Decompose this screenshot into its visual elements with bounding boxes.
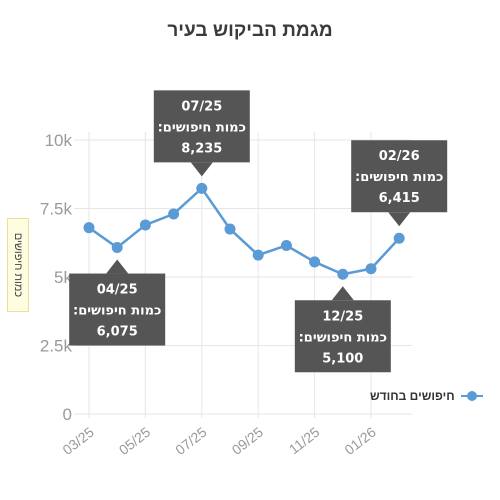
tooltip-date: 04/25 xyxy=(97,283,138,298)
data-point[interactable] xyxy=(337,268,349,280)
y-tick-label: 5k xyxy=(54,268,72,287)
x-tick-label: 11/25 xyxy=(286,424,323,458)
y-tick-label: 7.5k xyxy=(40,200,73,219)
tooltip-value: 5,100 xyxy=(322,351,363,366)
data-point[interactable] xyxy=(224,223,236,235)
tooltip-callout: 07/25 כמות חיפושים: 8,235 xyxy=(153,90,250,177)
x-tick-label: 05/25 xyxy=(116,424,154,458)
point-layer xyxy=(83,182,405,280)
data-point[interactable] xyxy=(168,208,180,220)
data-point[interactable] xyxy=(111,242,123,254)
tooltip-arrow xyxy=(388,212,411,227)
tooltip-label: כמות חיפושים: xyxy=(73,304,161,319)
tooltip-value: 8,235 xyxy=(181,141,222,156)
tooltip-arrow xyxy=(190,162,213,177)
data-point[interactable] xyxy=(309,256,321,268)
data-point[interactable] xyxy=(252,249,264,261)
tooltip-label: כמות חיפושים: xyxy=(158,120,246,135)
tooltip-value: 6,415 xyxy=(379,191,420,206)
tooltip-value: 6,075 xyxy=(97,325,138,340)
legend-swatch xyxy=(460,390,483,402)
tooltip-callout: 12/25 כמות חיפושים: 5,100 xyxy=(294,286,391,373)
y-tick-label: 2.5k xyxy=(40,337,73,356)
tooltip-callout: 02/26 כמות חיפושים: 6,415 xyxy=(351,140,448,227)
data-point[interactable] xyxy=(139,219,151,231)
tooltip-arrow xyxy=(331,286,354,301)
tooltip-box xyxy=(153,90,250,163)
x-tick-label: 01/26 xyxy=(341,424,379,458)
callout-layer: 07/25 כמות חיפושים: 8,235 04/25 כמות חיפושים… xyxy=(69,90,448,373)
data-point[interactable] xyxy=(280,239,292,251)
chart-title: מגמת הביקוש בעיר xyxy=(167,20,333,41)
legend-label: חיפושים בחודש xyxy=(370,389,455,403)
tooltip-box xyxy=(351,140,448,213)
tooltip-callout: 04/25 כמות חיפושים: 6,075 xyxy=(69,259,166,346)
tooltip-date: 07/25 xyxy=(181,99,222,114)
x-tick-label: 03/25 xyxy=(59,424,97,458)
tooltip-label: כמות חיפושים: xyxy=(299,330,387,345)
y-tick-label: 10k xyxy=(45,131,73,150)
x-tick-label: 07/25 xyxy=(172,424,210,458)
data-point[interactable] xyxy=(365,263,377,275)
tooltip-label: כמות חיפושים: xyxy=(355,170,443,185)
legend[interactable]: חיפושים בחודש xyxy=(370,389,483,403)
data-point[interactable] xyxy=(83,222,95,234)
tooltip-box xyxy=(294,300,391,373)
data-point[interactable] xyxy=(196,182,208,194)
tooltip-date: 12/25 xyxy=(322,309,363,324)
y-tick-label: 0 xyxy=(63,405,72,424)
data-point[interactable] xyxy=(393,232,405,244)
x-tick-label: 09/25 xyxy=(229,424,267,458)
y-axis-label-box xyxy=(7,218,29,312)
tooltip-date: 02/26 xyxy=(379,149,420,164)
tooltip-arrow xyxy=(106,259,129,274)
tooltip-box xyxy=(69,273,166,346)
